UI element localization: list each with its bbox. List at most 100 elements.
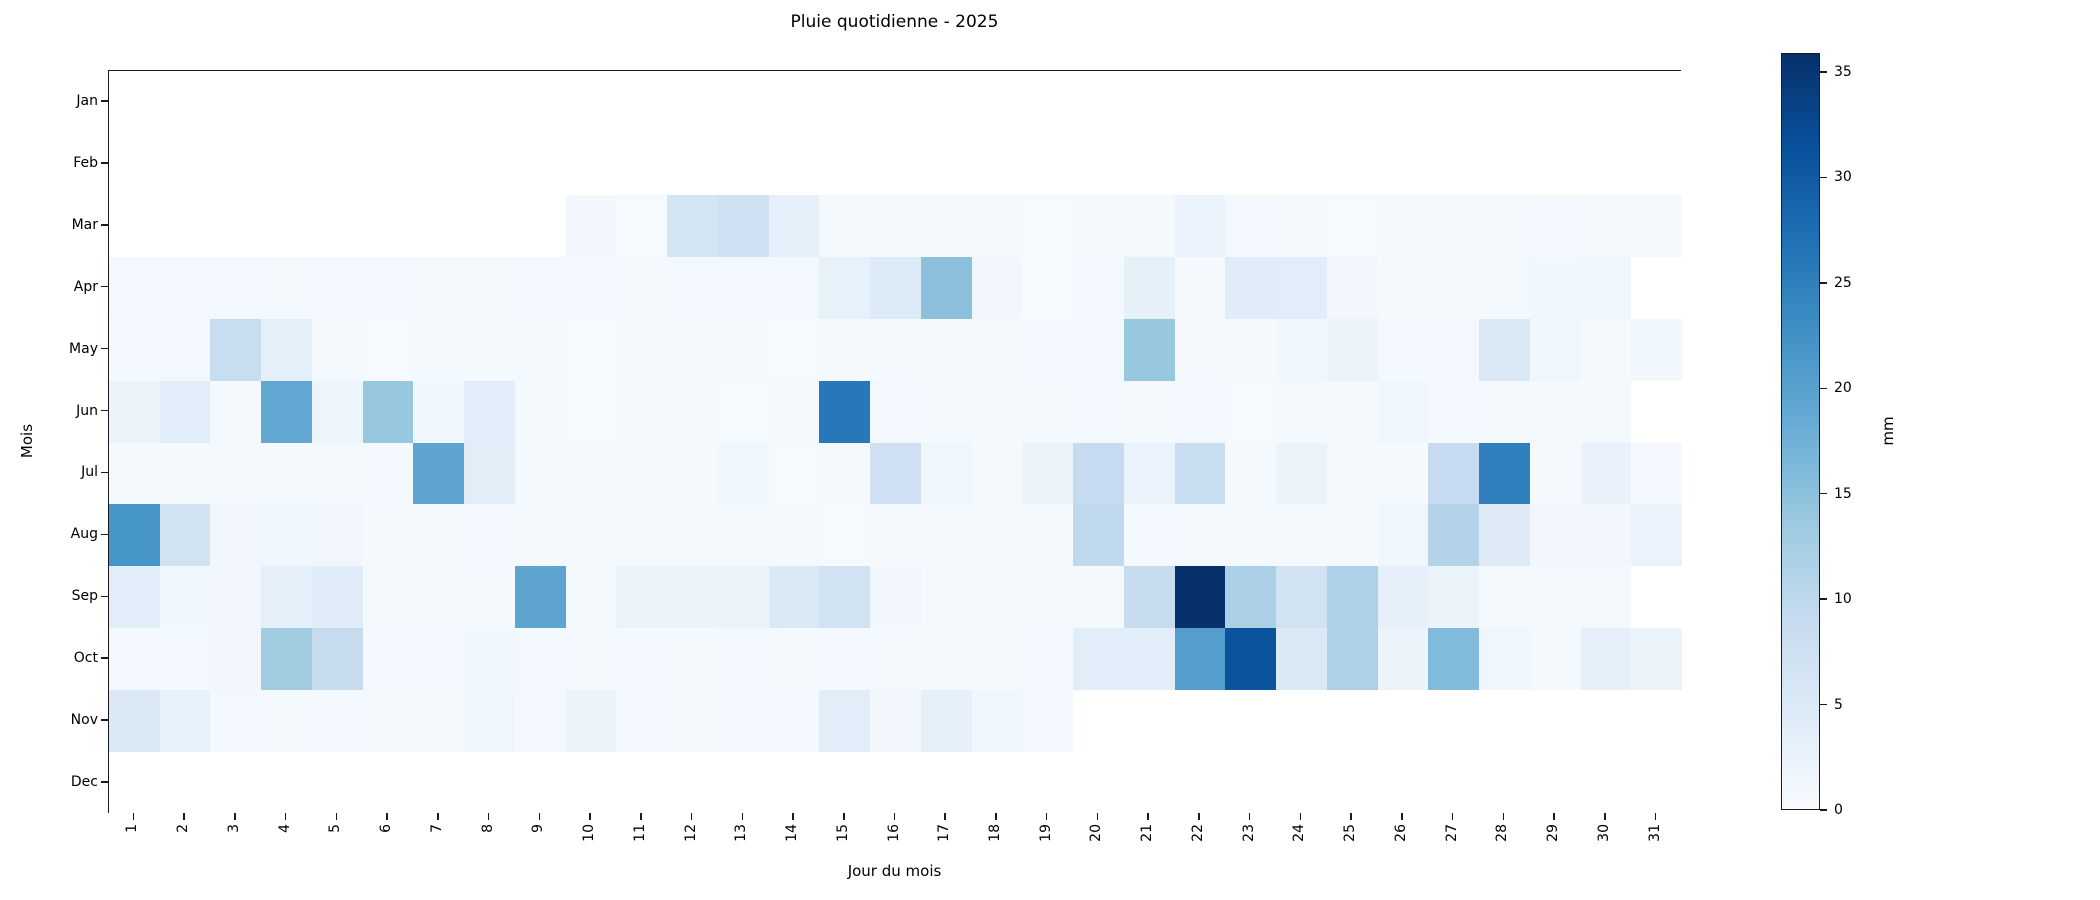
heatmap-cell (362, 132, 414, 196)
heatmap-cell (1225, 566, 1277, 629)
colorbar-tick-mark (1820, 492, 1827, 495)
x-tick-label: 5 (327, 824, 344, 833)
heatmap-cell (1580, 256, 1632, 320)
x-tick-label: 22 (1189, 824, 1206, 842)
heatmap-cell (971, 71, 1023, 134)
heatmap-cell (1631, 71, 1683, 134)
y-tick-label: Nov (70, 712, 98, 729)
heatmap-cell (1580, 442, 1632, 505)
colorbar-tick-mark (1820, 598, 1827, 600)
heatmap-cell (311, 628, 364, 691)
x-tick-label: 13 (733, 824, 750, 842)
x-tick-label: 8 (479, 824, 496, 833)
heatmap-cell (1529, 71, 1581, 134)
heatmap-cell (514, 132, 567, 196)
heatmap-cell (870, 752, 922, 815)
heatmap-cell (464, 752, 516, 815)
x-tick-label: 20 (1088, 824, 1105, 842)
heatmap-cell (1631, 380, 1683, 443)
x-tick-mark (1299, 813, 1302, 820)
heatmap-cell (1377, 690, 1429, 753)
colorbar-tick-mark (1820, 176, 1827, 179)
heatmap-cell (971, 256, 1023, 320)
heatmap-cell (717, 256, 770, 320)
x-tick-mark (1654, 813, 1657, 820)
heatmap-cell (1428, 256, 1480, 320)
heatmap-cell (514, 690, 567, 753)
x-tick-label: 26 (1392, 824, 1409, 842)
heatmap-cell (1377, 71, 1429, 134)
heatmap-cell (870, 256, 922, 320)
heatmap-cell (616, 752, 668, 815)
heatmap-cell (210, 71, 262, 134)
heatmap-cell (971, 380, 1023, 443)
heatmap-cell (1479, 566, 1531, 629)
heatmap-cell (311, 256, 364, 320)
heatmap-cell (1276, 318, 1328, 382)
heatmap-cell (1123, 318, 1176, 382)
heatmap-cell (1276, 504, 1328, 567)
heatmap-cell (1580, 752, 1632, 815)
colorbar-label: mm (1879, 416, 1897, 446)
heatmap-cell (210, 504, 262, 567)
heatmap-cell (311, 71, 364, 134)
heatmap-cell (717, 380, 770, 443)
heatmap-cell (311, 380, 364, 443)
heatmap-cell (1225, 256, 1277, 320)
y-tick-label: Aug (70, 526, 98, 543)
heatmap-cell (1428, 690, 1480, 753)
heatmap-cell (362, 442, 414, 505)
heatmap-cell (717, 690, 770, 753)
heatmap-cell (920, 71, 973, 134)
heatmap-cell (1276, 752, 1328, 815)
heatmap-cell (616, 442, 668, 505)
heatmap-cell (464, 442, 516, 505)
heatmap-cell (464, 566, 516, 629)
heatmap-cell (362, 380, 414, 443)
heatmap-cell (565, 690, 617, 753)
heatmap-cell (717, 504, 770, 567)
heatmap-cell (1174, 71, 1226, 134)
colorbar-tick-label: 30 (1834, 169, 1852, 186)
heatmap-cell (261, 318, 313, 382)
heatmap-cell (870, 442, 922, 505)
heatmap-cell (514, 442, 567, 505)
heatmap-cell (159, 318, 211, 382)
heatmap-cell (1631, 318, 1683, 382)
heatmap-cell (717, 318, 770, 382)
heatmap-cell (870, 71, 922, 134)
heatmap-cell (514, 380, 567, 443)
heatmap-cell (1326, 71, 1379, 134)
heatmap-cell (1377, 380, 1429, 443)
heatmap-cell (768, 628, 820, 691)
heatmap-cell (514, 318, 567, 382)
heatmap-cell (1022, 132, 1074, 196)
heatmap-cell (210, 380, 262, 443)
heatmap-cell (514, 71, 567, 134)
heatmap-cell (1529, 504, 1581, 567)
heatmap-cell (1428, 194, 1480, 258)
y-tick-mark (101, 224, 108, 226)
heatmap-cell (616, 318, 668, 382)
heatmap-cell (819, 318, 871, 382)
heatmap-cell (1276, 194, 1328, 258)
y-tick-mark (101, 285, 108, 288)
heatmap-cell (1123, 628, 1176, 691)
heatmap-cell (413, 380, 465, 443)
heatmap-cell (261, 71, 313, 134)
heatmap-cell (1123, 194, 1176, 258)
heatmap-cell (261, 690, 313, 753)
x-tick-label: 27 (1443, 824, 1460, 842)
x-tick-label: 15 (834, 824, 851, 842)
y-tick-label: May (69, 340, 98, 357)
heatmap-cell (1073, 752, 1125, 815)
heatmap-cell (311, 318, 364, 382)
heatmap-cell (514, 752, 567, 815)
heatmap-cell (159, 504, 211, 567)
heatmap-cell (1580, 194, 1632, 258)
x-tick-label: 25 (1342, 824, 1359, 842)
heatmap-cell (210, 194, 262, 258)
x-tick-label: 3 (225, 824, 242, 833)
heatmap-cell (920, 318, 973, 382)
